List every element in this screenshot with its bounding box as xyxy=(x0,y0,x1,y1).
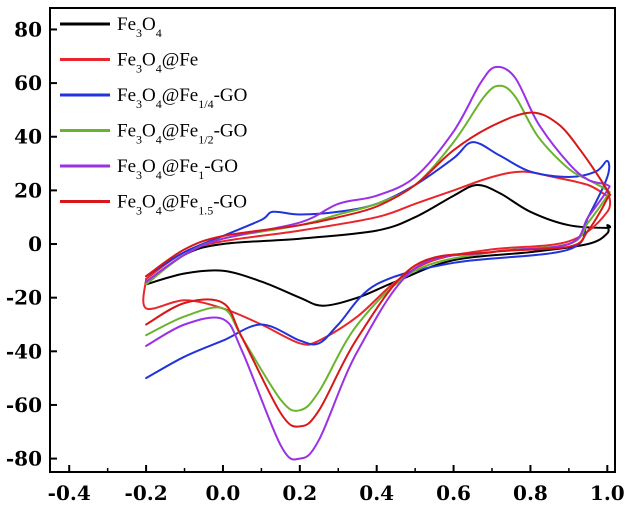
legend-label-0: Fe3O4 xyxy=(117,14,162,40)
y-tick-label: -80 xyxy=(6,447,42,471)
x-tick-label: -0.4 xyxy=(48,481,91,505)
y-tick-label: 40 xyxy=(14,125,42,149)
series-line-4 xyxy=(145,65,611,461)
y-tick-label: 20 xyxy=(14,178,42,202)
y-tick-label: 60 xyxy=(14,71,42,95)
series-line-2 xyxy=(145,141,611,380)
axes: -0.4 -0.2 0.0 0.2 0.4 0.6 0.8 1.0 -80 -60 -40 -20 0 2… xyxy=(6,7,625,505)
legend-label-4: Fe3O4@Fe1-GO xyxy=(117,156,238,182)
series-line-3 xyxy=(145,84,611,412)
legend-label-1: Fe3O4@Fe xyxy=(117,50,198,76)
x-tick-label: 0.2 xyxy=(282,481,317,505)
series-layer xyxy=(142,65,612,461)
legend-label-2: Fe3O4@Fe1/4-GO xyxy=(117,85,247,111)
plot-frame xyxy=(49,7,616,473)
y-tick-label: -40 xyxy=(6,339,42,363)
x-tick-label: 0.4 xyxy=(359,481,394,505)
y-tick-label: 80 xyxy=(14,17,42,41)
series-line-0 xyxy=(145,183,612,307)
series-line-1 xyxy=(142,170,612,346)
legend: Fe3O4 Fe3O4@Fe Fe3O4@Fe1/4-GO Fe3O4@Fe1/2-G… xyxy=(60,14,247,218)
y-tick-label: 0 xyxy=(28,232,42,256)
legend-label-3: Fe3O4@Fe1/2-GO xyxy=(117,121,247,147)
x-tick-label: 0.6 xyxy=(436,481,471,505)
x-tick-label: 0.0 xyxy=(206,481,241,505)
y-tick-label: -20 xyxy=(6,286,42,310)
series-line-5 xyxy=(145,111,612,428)
x-tick-label: 1.0 xyxy=(590,481,625,505)
x-tick-label: 0.8 xyxy=(513,481,548,505)
x-tick-label: -0.2 xyxy=(125,481,168,505)
y-tick-label: -60 xyxy=(6,393,42,417)
legend-label-5: Fe3O4@Fe1.5-GO xyxy=(117,192,247,218)
